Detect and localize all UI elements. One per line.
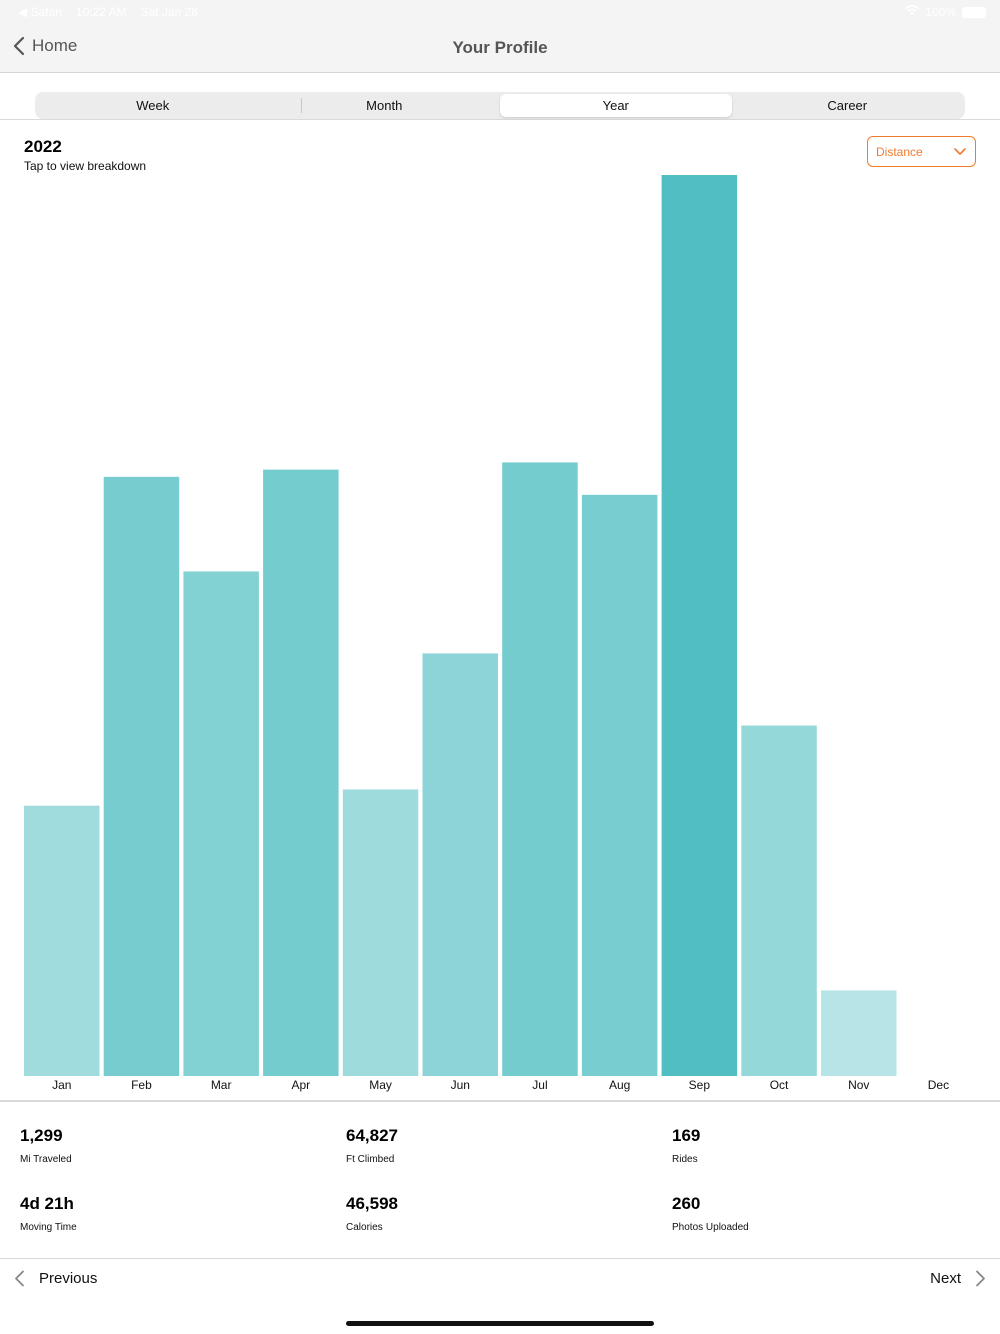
previous-button[interactable]: Previous	[14, 1270, 97, 1287]
stat-value: 46,598	[346, 1194, 398, 1213]
month-label-sep: Sep	[689, 1078, 711, 1092]
bar-mar[interactable]	[183, 571, 259, 1076]
next-button[interactable]: Next	[930, 1270, 986, 1287]
bar-jul[interactable]	[502, 462, 578, 1076]
month-label-mar: Mar	[211, 1078, 232, 1092]
stat-value: 1,299	[20, 1126, 63, 1145]
month-label-nov: Nov	[848, 1078, 869, 1092]
status-date: Sat Jan 28	[140, 5, 198, 19]
bar-jan[interactable]	[24, 805, 100, 1076]
stat-rides: 169 Rides	[672, 1126, 700, 1165]
status-app[interactable]: ◀ Safari	[18, 5, 62, 19]
page-title: Your Profile	[452, 38, 548, 57]
bar-sep[interactable]	[661, 175, 738, 1076]
metric-dropdown-value: Distance	[876, 144, 923, 159]
bar-aug[interactable]	[581, 494, 658, 1077]
tab-career[interactable]: Career	[827, 98, 868, 113]
stat-climbed: 64,827 Ft Climbed	[346, 1126, 398, 1165]
stat-label: Photos Uploaded	[672, 1222, 749, 1233]
stat-value: 4d 21h	[20, 1194, 74, 1213]
month-label-jun: Jun	[451, 1078, 470, 1092]
back-button-label: Home	[32, 36, 78, 55]
chevron-right-icon	[976, 1270, 985, 1287]
stat-value: 169	[672, 1126, 701, 1145]
bar-feb[interactable]	[103, 476, 180, 1077]
year-title: 2022	[24, 137, 62, 156]
chevron-left-icon	[15, 1270, 24, 1287]
stat-label: Ft Climbed	[346, 1154, 395, 1165]
wifi-icon	[905, 5, 920, 19]
next-label: Next	[930, 1270, 961, 1287]
period-segmented-control: Week Month Year Career	[35, 92, 965, 119]
bar-jun[interactable]	[422, 653, 499, 1076]
month-label-apr: Apr	[292, 1078, 311, 1092]
month-label-jul: Jul	[532, 1078, 547, 1092]
stat-photos: 260 Photos Uploaded	[672, 1194, 749, 1233]
stat-label: Moving Time	[20, 1222, 77, 1233]
bar-nov[interactable]	[821, 990, 897, 1076]
navigation-bar: Home Your Profile	[0, 24, 1000, 73]
battery-icon	[962, 6, 986, 18]
bar-oct[interactable]	[741, 725, 817, 1076]
metric-dropdown[interactable]: Distance	[867, 136, 976, 167]
bar-may[interactable]	[342, 789, 419, 1076]
month-label-aug: Aug	[609, 1078, 630, 1092]
chevron-left-icon	[13, 36, 25, 56]
stat-value: 64,827	[346, 1126, 398, 1145]
tab-week[interactable]: Week	[136, 98, 170, 113]
stat-label: Mi Traveled	[20, 1154, 72, 1165]
stat-miles: 1,299 Mi Traveled	[20, 1126, 72, 1165]
monthly-bar-chart[interactable]: Jan Feb Mar Apr May Jun Jul Aug Sep Oct Nov Dec	[0, 170, 1000, 1100]
divider	[0, 1100, 1000, 1102]
divider	[0, 1258, 1000, 1259]
status-bar: ◀ Safari 10:22 AM Sat Jan 28 100%	[0, 0, 1000, 24]
stat-calories: 46,598 Calories	[346, 1194, 398, 1233]
segment-divider	[301, 98, 302, 113]
bar-apr[interactable]	[263, 469, 339, 1076]
chevron-down-icon	[954, 148, 966, 155]
tab-year[interactable]: Year	[500, 94, 732, 117]
stat-label: Calories	[346, 1222, 383, 1233]
home-indicator	[346, 1321, 654, 1326]
battery-percent: 100%	[925, 5, 956, 19]
month-label-jan: Jan	[52, 1078, 71, 1092]
stat-label: Rides	[672, 1154, 698, 1165]
stat-value: 260	[672, 1194, 701, 1213]
previous-label: Previous	[39, 1270, 98, 1287]
month-label-may: May	[369, 1078, 392, 1092]
month-label-dec: Dec	[928, 1078, 949, 1092]
month-label-oct: Oct	[770, 1078, 789, 1092]
breakdown-hint: Tap to view breakdown	[24, 159, 147, 173]
status-time: 10:22 AM	[75, 5, 127, 19]
back-button[interactable]: Home	[12, 36, 77, 56]
tab-month[interactable]: Month	[366, 98, 403, 113]
period-segment-area: Week Month Year Career	[0, 73, 1000, 120]
stat-moving-time: 4d 21h Moving Time	[20, 1194, 77, 1233]
month-label-feb: Feb	[131, 1078, 152, 1092]
